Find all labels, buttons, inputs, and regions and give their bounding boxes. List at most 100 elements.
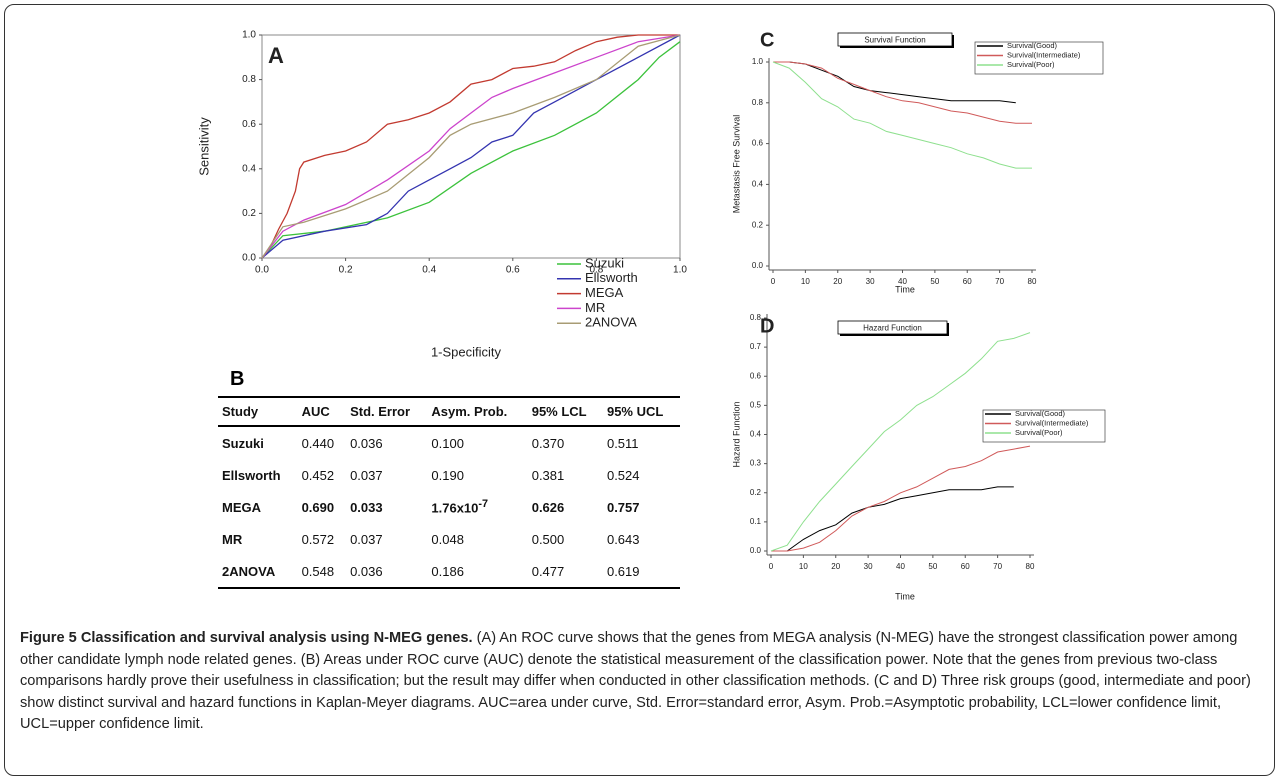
x-tick-label: 0.0 <box>255 265 269 276</box>
legend-label: 2ANOVA <box>585 315 637 330</box>
y-tick-label: 0.0 <box>750 546 762 555</box>
y-tick-label: 1.0 <box>752 57 764 66</box>
table-cell: 0.572 <box>301 531 335 547</box>
table-cell: 0.036 <box>350 435 383 451</box>
x-tick-label: 0.8 <box>589 265 603 276</box>
table-cell: 0.757 <box>606 499 640 515</box>
cell-text: 1.76x10 <box>431 500 479 516</box>
table-cell: 0.452 <box>301 467 335 483</box>
table-cell: 0.033 <box>350 499 383 515</box>
x-tick-label: 50 <box>930 277 939 286</box>
y-tick-label: 0.4 <box>750 430 762 439</box>
table-cell: 0.037 <box>350 531 383 547</box>
x-tick-label: 10 <box>801 277 810 286</box>
series-line <box>773 61 1016 104</box>
x-tick-label: 60 <box>961 562 970 571</box>
y-tick-label: 0.3 <box>750 459 762 468</box>
y-axis-label: Sensitivity <box>196 117 211 176</box>
panel-label: C <box>760 29 774 51</box>
table-cell: 0.370 <box>531 435 565 451</box>
legend-label: Survival(Poor) <box>1007 60 1055 69</box>
x-tick-label: 0.4 <box>422 265 436 276</box>
y-tick-label: 0.5 <box>750 400 762 409</box>
table-cell: 0.036 <box>346 555 428 589</box>
x-tick-label: 40 <box>896 562 905 571</box>
table-cell: 1.76x10-7 <box>427 491 527 523</box>
x-tick-label: 0.2 <box>339 265 353 276</box>
table-row: Ellsworth 0.452 0.037 0.190 0.381 0.524 <box>218 459 680 491</box>
x-tick-label: 0 <box>769 562 774 571</box>
series-line <box>770 332 1031 552</box>
header-cell: AUC <box>297 396 347 427</box>
table-cell: 0.643 <box>606 531 640 547</box>
legend-label: Survival(Intermediate) <box>1007 50 1081 59</box>
table-cell: 0.440 <box>301 435 335 451</box>
panel-label: D <box>760 315 774 337</box>
y-tick-label: 0.1 <box>750 517 762 526</box>
series-line <box>771 486 1014 552</box>
x-tick-label: 80 <box>1026 562 1035 571</box>
x-tick-label: 0 <box>771 277 776 286</box>
header-cell: 95% UCL <box>602 396 680 427</box>
x-tick-label: 80 <box>1028 277 1037 286</box>
x-axis-label: Time <box>895 284 915 294</box>
legend-label: Survival(Intermediate) <box>1015 418 1089 427</box>
y-tick-label: 0.8 <box>242 74 256 85</box>
y-tick-label: 0.6 <box>242 119 256 130</box>
x-tick-label: 0.6 <box>506 265 520 276</box>
table-cell: 0.626 <box>531 499 565 515</box>
panel-b-label: B <box>230 368 245 390</box>
y-tick-label: 0.4 <box>752 180 764 189</box>
header-cell: Std. Error <box>346 396 428 427</box>
table-cell: MR <box>222 531 243 547</box>
y-tick-label: 0.2 <box>750 488 762 497</box>
legend-label: Survival(Poor) <box>1015 428 1063 437</box>
x-tick-label: 30 <box>866 277 875 286</box>
x-tick-label: 1.0 <box>673 265 687 276</box>
y-tick-label: 0.0 <box>752 261 764 270</box>
table-cell: 0.548 <box>297 555 347 589</box>
series-line <box>772 61 1032 169</box>
y-tick-label: 0.8 <box>750 313 762 322</box>
table-cell: 0.477 <box>527 555 603 589</box>
x-tick-label: 70 <box>995 277 1004 286</box>
x-tick-label: 50 <box>928 562 937 571</box>
x-tick-label: 10 <box>799 562 808 571</box>
header-cell: Asym. Prob. <box>427 396 528 427</box>
caption: Figure 5 Classification and survival ana… <box>20 628 1272 736</box>
table-cell: 0.100 <box>431 435 464 451</box>
series-line <box>261 34 680 259</box>
table-cell: MEGA <box>222 499 261 515</box>
legend-label: Survival(Good) <box>1007 41 1058 50</box>
x-axis-label: 1-Specificity <box>431 344 502 359</box>
series-line <box>261 41 681 259</box>
y-axis-label: Hazard Function <box>731 401 741 467</box>
caption-title: Figure 5 Classification and survival ana… <box>20 630 473 646</box>
table-cell: Ellsworth <box>222 467 281 483</box>
y-tick-label: 1.0 <box>242 30 256 41</box>
legend-label: Ellsworth <box>585 270 638 285</box>
x-tick-label: 70 <box>993 562 1002 571</box>
y-tick-label: 0.7 <box>750 342 762 351</box>
header-cell: Study <box>218 396 298 427</box>
legend-label: Suzuki <box>585 255 624 270</box>
series-line <box>261 34 681 259</box>
x-tick-label: 20 <box>833 277 842 286</box>
panel-label: A <box>268 43 284 68</box>
caption-text: (A) An ROC curve shows that the genes fr… <box>20 630 1251 732</box>
x-tick-label: 40 <box>898 277 907 286</box>
chart-title: Hazard Function <box>863 324 922 333</box>
series-line <box>261 34 681 259</box>
y-tick-label: 0.6 <box>750 371 762 380</box>
table-header-row: Study AUC Std. Error Asym. Prob. 95% LCL 95% … <box>218 396 680 427</box>
x-tick-label: 30 <box>864 562 873 571</box>
table-cell: 0.037 <box>350 467 383 483</box>
table-cell: 2ANOVA <box>218 555 298 589</box>
table-cell: 0.619 <box>602 555 680 589</box>
header-cell: 95% LCL <box>527 396 603 427</box>
series-line <box>771 445 1031 552</box>
legend-box <box>982 409 1106 443</box>
title-box <box>837 32 953 47</box>
table-cell: 0.186 <box>427 555 528 589</box>
